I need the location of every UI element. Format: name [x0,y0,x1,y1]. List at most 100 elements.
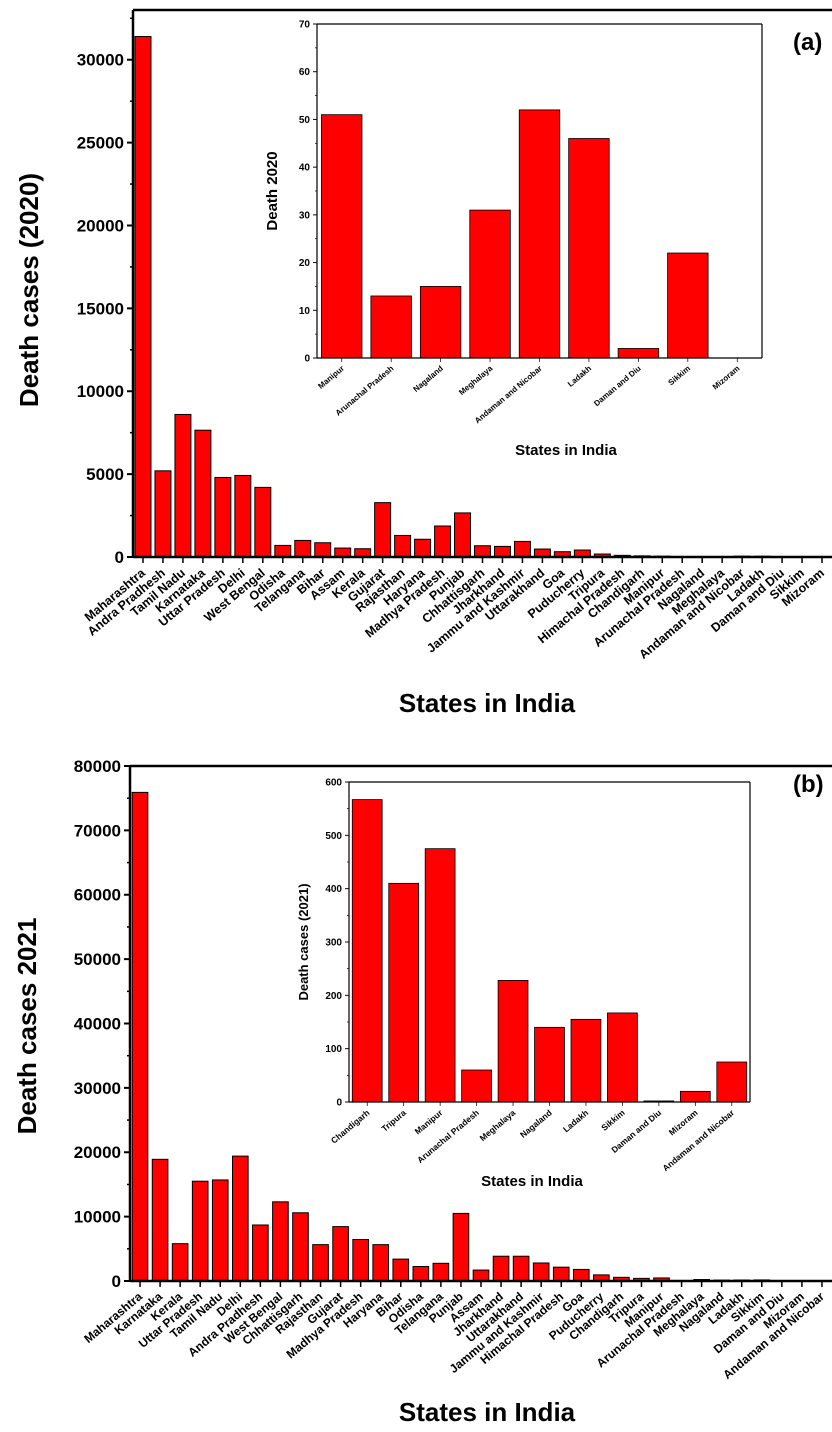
x-axis-title: States in India [399,688,576,718]
bar-8 [607,1012,638,1103]
y-tick-label: 40 [299,163,311,174]
bar-2 [151,1158,169,1282]
bar-8 [667,252,709,359]
y-axis-title: Death cases 2021 [12,918,42,1135]
bar-5 [518,109,561,359]
bar-1 [131,791,149,1282]
y-tick-label: 300 [325,938,342,949]
bar-5 [211,1179,229,1282]
bar-18 [472,1269,490,1282]
y-tick-label: 10 [299,306,311,317]
x-tick-label: Mizoram [711,364,742,392]
bar-16 [432,1262,450,1282]
y-tick-label: 30 [299,210,311,221]
y-tick-label: 80000 [74,757,121,776]
y-tick-label: 5000 [86,465,124,484]
y-tick-label: 10000 [77,382,124,401]
bar-6 [568,138,610,359]
x-tick-label: Sikkim [599,1107,627,1133]
x-tick-label: Daman and Diu [592,364,642,408]
x-tick-label: Arunachal Pradesh [415,1108,481,1165]
y-tick-label: 20000 [77,216,124,235]
bar-3 [174,413,192,558]
bar-18 [474,545,491,558]
bar-2 [388,882,420,1103]
chart-b-inset: 0 100 200 300 400 500 600 Chandigarh Tripura Mani… [296,778,751,1190]
bar-4 [191,1180,209,1282]
bar-11 [332,1226,349,1282]
x-tick-label: Meghalaya [478,1107,518,1143]
y-axis-title: Death cases (2021) [296,883,311,1000]
bar-10 [314,542,332,558]
x-tick-label: Chandigarh [329,1108,372,1146]
y-tick-label: 60000 [74,886,121,905]
x-tick-label: Meghalaya [457,363,495,397]
y-tick-label: 60 [299,67,311,78]
bar-2 [154,470,172,558]
bar-2 [370,295,412,359]
y-tick-label: 0 [304,354,310,365]
bar-1 [321,114,363,359]
bar-8 [274,544,292,558]
bar-13 [374,502,392,558]
bar-9 [294,539,312,558]
bar-11 [334,547,352,558]
bar-16 [434,525,452,558]
y-tick-label: 600 [325,778,342,789]
bar-7 [617,348,660,359]
bar-15 [414,538,432,558]
x-axis-title: States in India [481,1173,583,1190]
bar-7 [252,1224,269,1282]
bar-9 [292,1212,309,1282]
bar-6 [234,474,252,558]
bar-22 [552,1266,570,1282]
y-tick-label: 500 [325,831,342,842]
bar-4 [469,209,511,359]
bar-5 [497,980,529,1103]
bar-6 [231,1155,249,1282]
y-tick-label: 100 [325,1044,342,1055]
y-tick-label: 30000 [77,51,124,70]
x-axis-title: States in India [515,442,617,459]
y-tick-label: 30000 [74,1079,121,1098]
y-tick-label: 25000 [77,134,124,153]
bar-7 [570,1018,602,1103]
bar-1 [134,36,152,558]
bar-15 [412,1266,430,1282]
y-tick-label: 10000 [74,1208,121,1227]
bar-20 [512,1255,530,1282]
bar-19 [493,545,511,558]
y-tick-label: 50000 [74,950,121,969]
x-tick-label: Mizoram [667,1107,700,1137]
x-tick-label: Tripura [379,1107,408,1133]
bar-19 [492,1255,510,1282]
bar-4 [194,429,212,558]
bar-23 [572,1268,590,1282]
x-tick-label: Manipur [413,1107,445,1136]
bar-6 [534,1026,565,1103]
bar-3 [419,286,462,359]
bar-7 [254,486,272,558]
y-tick-label: 400 [325,884,342,895]
y-tick-label: 70000 [74,821,121,840]
bar-3 [424,848,456,1103]
bar-10 [679,1090,711,1103]
bar-17 [454,512,472,558]
x-tick-label: Manipur [316,364,346,391]
y-tick-label: 0 [115,548,124,567]
y-tick-label: 200 [325,991,342,1002]
bar-4 [461,1069,492,1103]
y-tick-label: 20000 [74,1143,121,1162]
y-tick-label: 50 [299,115,311,126]
panel-label-a: (a) [793,29,822,56]
bar-1 [351,799,383,1103]
y-tick-label: 40000 [74,1014,121,1033]
y-tick-label: 15000 [77,299,124,318]
y-axis-title: Death 2020 [264,151,281,230]
bar-17 [452,1212,470,1282]
x-tick-label: Nagaland [412,364,445,394]
y-tick-label: 20 [299,258,311,269]
bar-8 [272,1201,289,1282]
panel-label-b: (b) [793,771,824,798]
